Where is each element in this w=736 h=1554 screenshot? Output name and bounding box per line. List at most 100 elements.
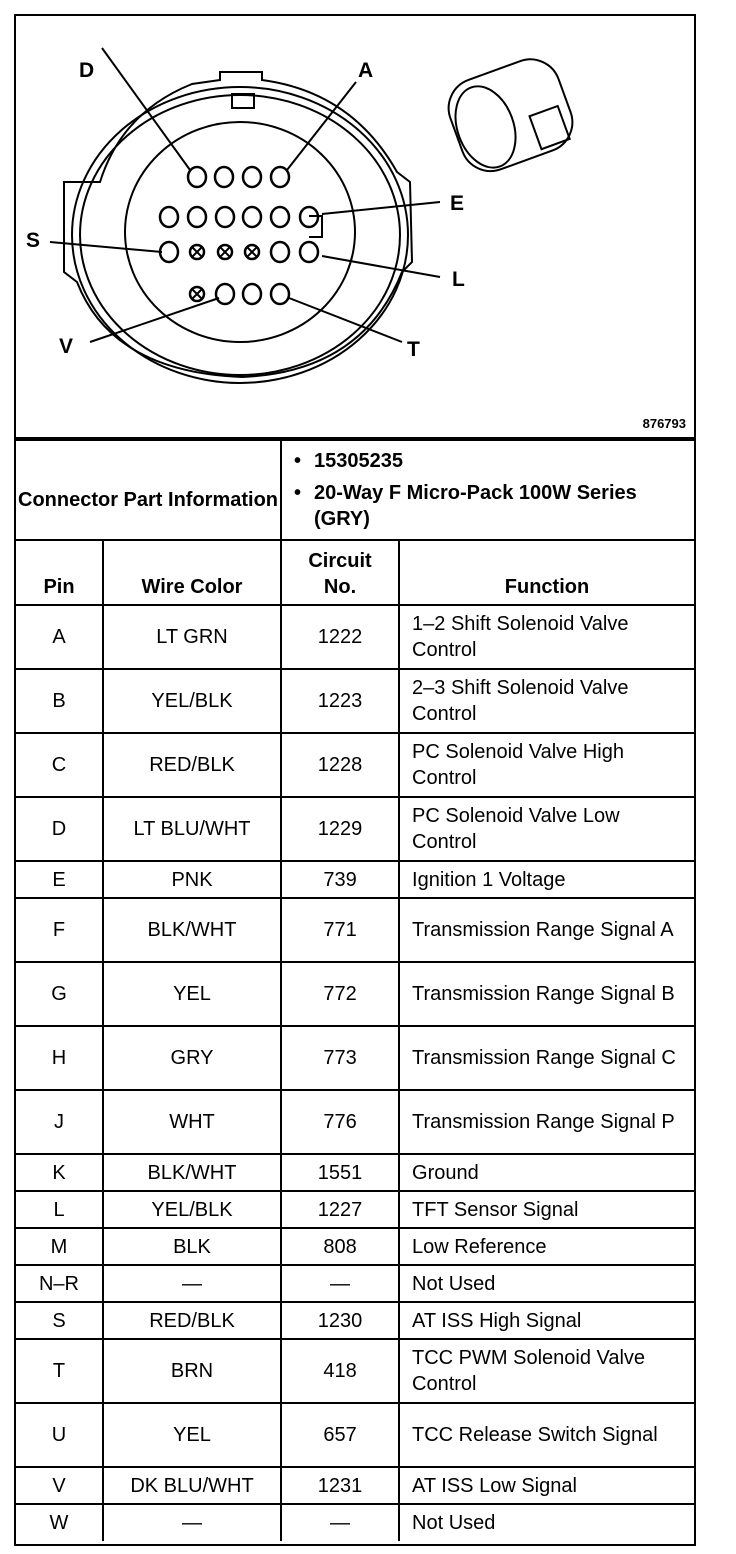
cell-function: TFT Sensor Signal xyxy=(398,1190,694,1229)
table-row: M BLK 808 Low Reference xyxy=(16,1227,694,1266)
pin-cavity xyxy=(158,240,180,264)
table-row: F BLK/WHT 771 Transmission Range Signal A xyxy=(16,897,694,963)
cavity-cross-mark xyxy=(191,246,203,258)
cell-circuit: 739 xyxy=(280,860,401,899)
cell-circuit: 657 xyxy=(280,1402,401,1468)
cell-circuit: 1231 xyxy=(280,1466,401,1505)
cell-wire-color: BLK/WHT xyxy=(101,1153,283,1192)
cell-wire-color: RED/BLK xyxy=(101,732,283,798)
cell-function: PC Solenoid Valve High Control xyxy=(398,732,694,798)
cell-wire-color: PNK xyxy=(101,860,283,899)
pin-cavity xyxy=(269,282,291,306)
pin-cavity xyxy=(298,240,320,264)
cell-pin: M xyxy=(16,1227,104,1266)
table-row: V DK BLU/WHT 1231 AT ISS Low Signal xyxy=(16,1466,694,1505)
cell-function: Not Used xyxy=(398,1264,694,1303)
cell-wire-color: BLK/WHT xyxy=(101,897,283,963)
cell-pin: E xyxy=(16,860,104,899)
plugged-cavity-icon xyxy=(243,243,261,261)
cell-function: 1–2 Shift Solenoid Valve Control xyxy=(398,604,694,670)
cell-function: PC Solenoid Valve Low Control xyxy=(398,796,694,862)
pin-label-e: E xyxy=(450,192,464,215)
table-row: C RED/BLK 1228 PC Solenoid Valve High Contr… xyxy=(16,732,694,798)
pin-cavity xyxy=(213,165,235,189)
pin-cavity xyxy=(241,205,263,229)
connector-face-diagram: D A E S L V T 876793 xyxy=(16,16,694,439)
pin-cavities xyxy=(158,165,320,306)
cell-wire-color: — xyxy=(101,1264,283,1303)
cell-wire-color: GRY xyxy=(101,1025,283,1091)
cell-function: TCC PWM Solenoid Valve Control xyxy=(398,1338,694,1404)
connector-info-label: Connector Part Information xyxy=(16,439,283,541)
cell-function: TCC Release Switch Signal xyxy=(398,1402,694,1468)
cell-function: Transmission Range Signal C xyxy=(398,1025,694,1091)
cell-wire-color: BLK xyxy=(101,1227,283,1266)
plugged-cavity-icon xyxy=(216,243,234,261)
cell-pin: U xyxy=(16,1402,104,1468)
cell-circuit: 1222 xyxy=(280,604,401,670)
table-row: H GRY 773 Transmission Range Signal C xyxy=(16,1025,694,1091)
pinout-table: Connector Part Information • 15305235 • 20… xyxy=(16,439,694,1541)
pin-cavity xyxy=(269,205,291,229)
pin-cavity xyxy=(214,205,236,229)
pin-cavity xyxy=(186,165,208,189)
connector-face-illustration: D A E S L V T xyxy=(26,47,574,384)
table-row: K BLK/WHT 1551 Ground xyxy=(16,1153,694,1192)
col-header-function: Function xyxy=(398,539,694,606)
cell-wire-color: DK BLU/WHT xyxy=(101,1466,283,1505)
cell-circuit: 1229 xyxy=(280,796,401,862)
cell-circuit: 1230 xyxy=(280,1301,401,1340)
connector-info-row: Connector Part Information • 15305235 • 20… xyxy=(16,439,694,541)
table-row: N–R — — Not Used xyxy=(16,1264,694,1303)
col-header-pin: Pin xyxy=(16,539,104,606)
cell-wire-color: YEL/BLK xyxy=(101,1190,283,1229)
table-row: G YEL 772 Transmission Range Signal B xyxy=(16,961,694,1027)
cell-function: Ground xyxy=(398,1153,694,1192)
connector-document: D A E S L V T 876793 Connector Part Info… xyxy=(14,14,696,1546)
pin-cavity xyxy=(269,240,291,264)
cell-pin: L xyxy=(16,1190,104,1229)
table-row: E PNK 739 Ignition 1 Voltage xyxy=(16,860,694,899)
cell-wire-color: — xyxy=(101,1503,283,1541)
cell-function: Ignition 1 Voltage xyxy=(398,860,694,899)
pin-label-s: S xyxy=(26,229,40,252)
cell-circuit: 776 xyxy=(280,1089,401,1155)
cell-pin: C xyxy=(16,732,104,798)
table-row: U YEL 657 TCC Release Switch Signal xyxy=(16,1402,694,1468)
pin-cavity xyxy=(298,205,320,229)
cell-circuit: 771 xyxy=(280,897,401,963)
cell-circuit: 1551 xyxy=(280,1153,401,1192)
table-row: S RED/BLK 1230 AT ISS High Signal xyxy=(16,1301,694,1340)
cell-function: AT ISS Low Signal xyxy=(398,1466,694,1505)
pin-cavity xyxy=(241,282,263,306)
cell-pin: D xyxy=(16,796,104,862)
cell-wire-color: YEL/BLK xyxy=(101,668,283,734)
plugged-cavity-icon xyxy=(188,285,206,303)
pin-cavity xyxy=(186,205,208,229)
part-number: • 15305235 xyxy=(294,450,403,472)
cell-wire-color: RED/BLK xyxy=(101,1301,283,1340)
cell-function: Transmission Range Signal B xyxy=(398,961,694,1027)
cell-pin: A xyxy=(16,604,104,670)
cell-pin: T xyxy=(16,1338,104,1404)
cell-function: AT ISS High Signal xyxy=(398,1301,694,1340)
cell-circuit: — xyxy=(280,1264,401,1303)
table-row: T BRN 418 TCC PWM Solenoid Valve Control xyxy=(16,1338,694,1404)
figure-number: 876793 xyxy=(642,416,686,431)
connector-description: • 20-Way F Micro-Pack 100W Series (GRY) xyxy=(294,482,637,530)
pin-cavity xyxy=(269,165,291,189)
cell-circuit: 772 xyxy=(280,961,401,1027)
cell-wire-color: LT BLU/WHT xyxy=(101,796,283,862)
cell-circuit: 1227 xyxy=(280,1190,401,1229)
col-header-wire-color: Wire Color xyxy=(101,539,283,606)
cavity-cross-mark xyxy=(246,246,258,258)
cell-pin: J xyxy=(16,1089,104,1155)
table-row: W — — Not Used xyxy=(16,1503,694,1541)
table-row: D LT BLU/WHT 1229 PC Solenoid Valve Low Con… xyxy=(16,796,694,862)
cell-circuit: 1228 xyxy=(280,732,401,798)
cell-pin: B xyxy=(16,668,104,734)
cell-circuit: 773 xyxy=(280,1025,401,1091)
pin-label-a: A xyxy=(358,59,373,82)
pin-label-t: T xyxy=(407,338,420,361)
pin-cavity xyxy=(158,205,180,229)
